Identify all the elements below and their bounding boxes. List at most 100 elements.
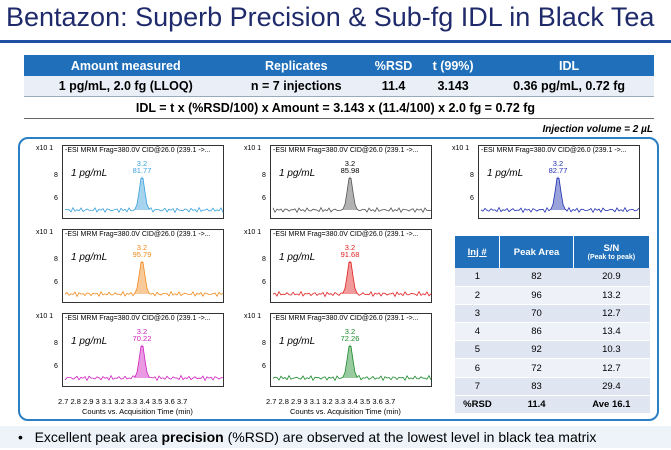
concentration-label: 1 pg/mL — [279, 168, 316, 179]
summary-header-row: Amount measured Replicates %RSD t (99%) … — [24, 55, 654, 76]
summary-cell: 11.4 — [365, 76, 422, 97]
peak-area-label: 85.98 — [340, 166, 360, 175]
sn-cell: 72 — [499, 358, 574, 378]
sn-cell: 12.7 — [573, 358, 650, 378]
sn-header-sn-sub: (Peak to peak) — [587, 254, 636, 261]
y-tick-6: 6 — [54, 363, 58, 370]
peak-area-label: 81.77 — [132, 166, 152, 175]
y-exponent: x10 1 — [244, 229, 262, 236]
idl-formula: IDL = t x (%RSD/100) x Amount = 3.143 x … — [135, 101, 536, 115]
chromatogram: x10 1 8 6 -ESI MRM Frag=380.0V CID@26.0 (23… — [36, 313, 226, 395]
x-axis-ticks-col1: 2.7 2.8 2.9 3 3.1 3.2 3.3 3.4 3.5 3.6 3.… — [58, 397, 188, 406]
x-axis-ticks-col2: 2.7 2.8 2.9 3 3.1 3.2 3.3 3.4 3.5 3.6 3.… — [266, 397, 396, 406]
y-tick-8: 8 — [54, 172, 58, 179]
bullet-text-post: (%RSD) are observed at the lowest level … — [223, 429, 597, 445]
y-exponent: x10 1 — [244, 313, 262, 320]
sn-table: Inj # Peak Area S/N (Peak to peak) 1 82 20… — [455, 236, 651, 415]
sn-cell: 96 — [499, 286, 574, 305]
bullet-text-pre: Excellent peak area — [34, 429, 162, 445]
concentration-label: 1 pg/mL — [71, 168, 108, 179]
chromatogram-plot: -ESI MRM Frag=380.0V CID@26.0 (239.1 ->.… — [270, 313, 432, 387]
y-tick-6: 6 — [262, 279, 266, 286]
summary-cell: n = 7 injections — [227, 76, 366, 97]
concentration-label: 1 pg/mL — [279, 252, 316, 263]
peak-fill — [341, 260, 359, 294]
peak-trace — [480, 176, 640, 214]
trace-line — [272, 177, 432, 214]
concentration-label: 1 pg/mL — [71, 336, 108, 347]
sn-cell: 7 — [455, 377, 500, 396]
sn-footer-cell: Ave 16.1 — [573, 395, 650, 415]
y-exponent: x10 1 — [36, 313, 54, 320]
sn-cell: 10.3 — [573, 340, 650, 360]
x-axis-label-col2: Counts vs. Acquisition Time (min) — [290, 407, 401, 416]
summary-header: %RSD — [365, 55, 422, 76]
sn-cell: 70 — [499, 304, 574, 324]
y-tick-6: 6 — [262, 363, 266, 370]
mrm-header: -ESI MRM Frag=380.0V CID@26.0 (239.1 ->.… — [273, 147, 419, 154]
sn-row: 2 96 13.2 — [455, 286, 650, 305]
sn-header-inj: Inj # — [455, 236, 501, 268]
trace-line — [64, 261, 224, 298]
sn-row: 7 83 29.4 — [455, 377, 650, 396]
sn-cell: 92 — [499, 340, 574, 360]
retention-time-label: 3.2 — [344, 159, 356, 168]
mrm-header: -ESI MRM Frag=380.0V CID@26.0 (239.1 ->.… — [273, 315, 419, 322]
chromatogram: x10 1 8 6 -ESI MRM Frag=380.0V CID@26.0 (23… — [244, 229, 434, 311]
y-tick-8: 8 — [54, 256, 58, 263]
peak-trace — [64, 260, 224, 298]
peak-fill — [341, 176, 359, 210]
chromatogram-plot: -ESI MRM Frag=380.0V CID@26.0 (239.1 ->.… — [62, 313, 224, 387]
y-tick-8: 8 — [262, 256, 266, 263]
y-tick-6: 6 — [470, 195, 474, 202]
peak-fill — [133, 176, 151, 210]
bullet-text-bold: precision — [161, 429, 224, 445]
sn-header-inj-label: Inj # — [467, 246, 487, 258]
y-tick-8: 8 — [262, 172, 266, 179]
sn-cell: 13.2 — [573, 286, 650, 305]
summary-cell: 0.36 pg/mL, 0.72 fg — [484, 76, 654, 97]
sn-row: 5 92 10.3 — [455, 340, 650, 360]
sn-cell: 1 — [455, 268, 500, 287]
sn-cell: 86 — [499, 322, 574, 342]
mrm-header: -ESI MRM Frag=380.0V CID@26.0 (239.1 ->.… — [65, 315, 211, 322]
mrm-header: -ESI MRM Frag=380.0V CID@26.0 (239.1 ->.… — [65, 147, 211, 154]
bullet-note: • Excellent peak area precision (%RSD) a… — [0, 426, 671, 448]
sn-footer-cell: %RSD — [455, 395, 500, 415]
sn-row: 1 82 20.9 — [455, 268, 650, 287]
formula-divider — [24, 118, 654, 119]
chromatogram-panel — [18, 137, 659, 421]
summary-header: Amount measured — [24, 55, 228, 76]
mrm-header: -ESI MRM Frag=380.0V CID@26.0 (239.1 ->.… — [273, 231, 419, 238]
retention-time-label: 3.2 — [344, 327, 356, 336]
sn-cell: 12.7 — [573, 304, 650, 324]
sn-cell: 4 — [455, 322, 500, 342]
trace-line — [272, 261, 432, 298]
concentration-label: 1 pg/mL — [487, 168, 524, 179]
chromatogram: x10 1 8 6 -ESI MRM Frag=380.0V CID@26.0 (23… — [36, 229, 226, 311]
summary-row: 1 pg/mL, 2.0 fg (LLOQ) n = 7 injections … — [24, 76, 654, 97]
peak-trace — [64, 176, 224, 214]
sn-row: 4 86 13.4 — [455, 322, 650, 342]
retention-time-label: 3.2 — [136, 159, 148, 168]
sn-cell: 3 — [455, 304, 500, 324]
trace-line — [480, 177, 640, 214]
peak-fill — [133, 344, 151, 378]
peak-area-label: 95.79 — [132, 250, 152, 259]
sn-row: 6 72 12.7 — [455, 358, 650, 378]
chromatogram-plot: -ESI MRM Frag=380.0V CID@26.0 (239.1 ->.… — [62, 229, 224, 303]
summary-cell: 1 pg/mL, 2.0 fg (LLOQ) — [24, 76, 228, 97]
sn-header-sn: S/N (Peak to peak) — [573, 236, 651, 268]
retention-time-label: 3.2 — [136, 243, 148, 252]
sn-cell: 29.4 — [573, 377, 650, 396]
y-exponent: x10 1 — [452, 145, 470, 152]
y-exponent: x10 1 — [36, 229, 54, 236]
peak-fill — [549, 176, 567, 210]
peak-trace — [64, 344, 224, 382]
chromatogram-plot: -ESI MRM Frag=380.0V CID@26.0 (239.1 ->.… — [270, 145, 432, 219]
retention-time-label: 3.2 — [552, 159, 564, 168]
retention-time-label: 3.2 — [136, 327, 148, 336]
title-divider — [0, 40, 671, 43]
injection-volume-note: Injection volume = 2 µL — [542, 124, 653, 135]
peak-trace — [272, 344, 432, 382]
